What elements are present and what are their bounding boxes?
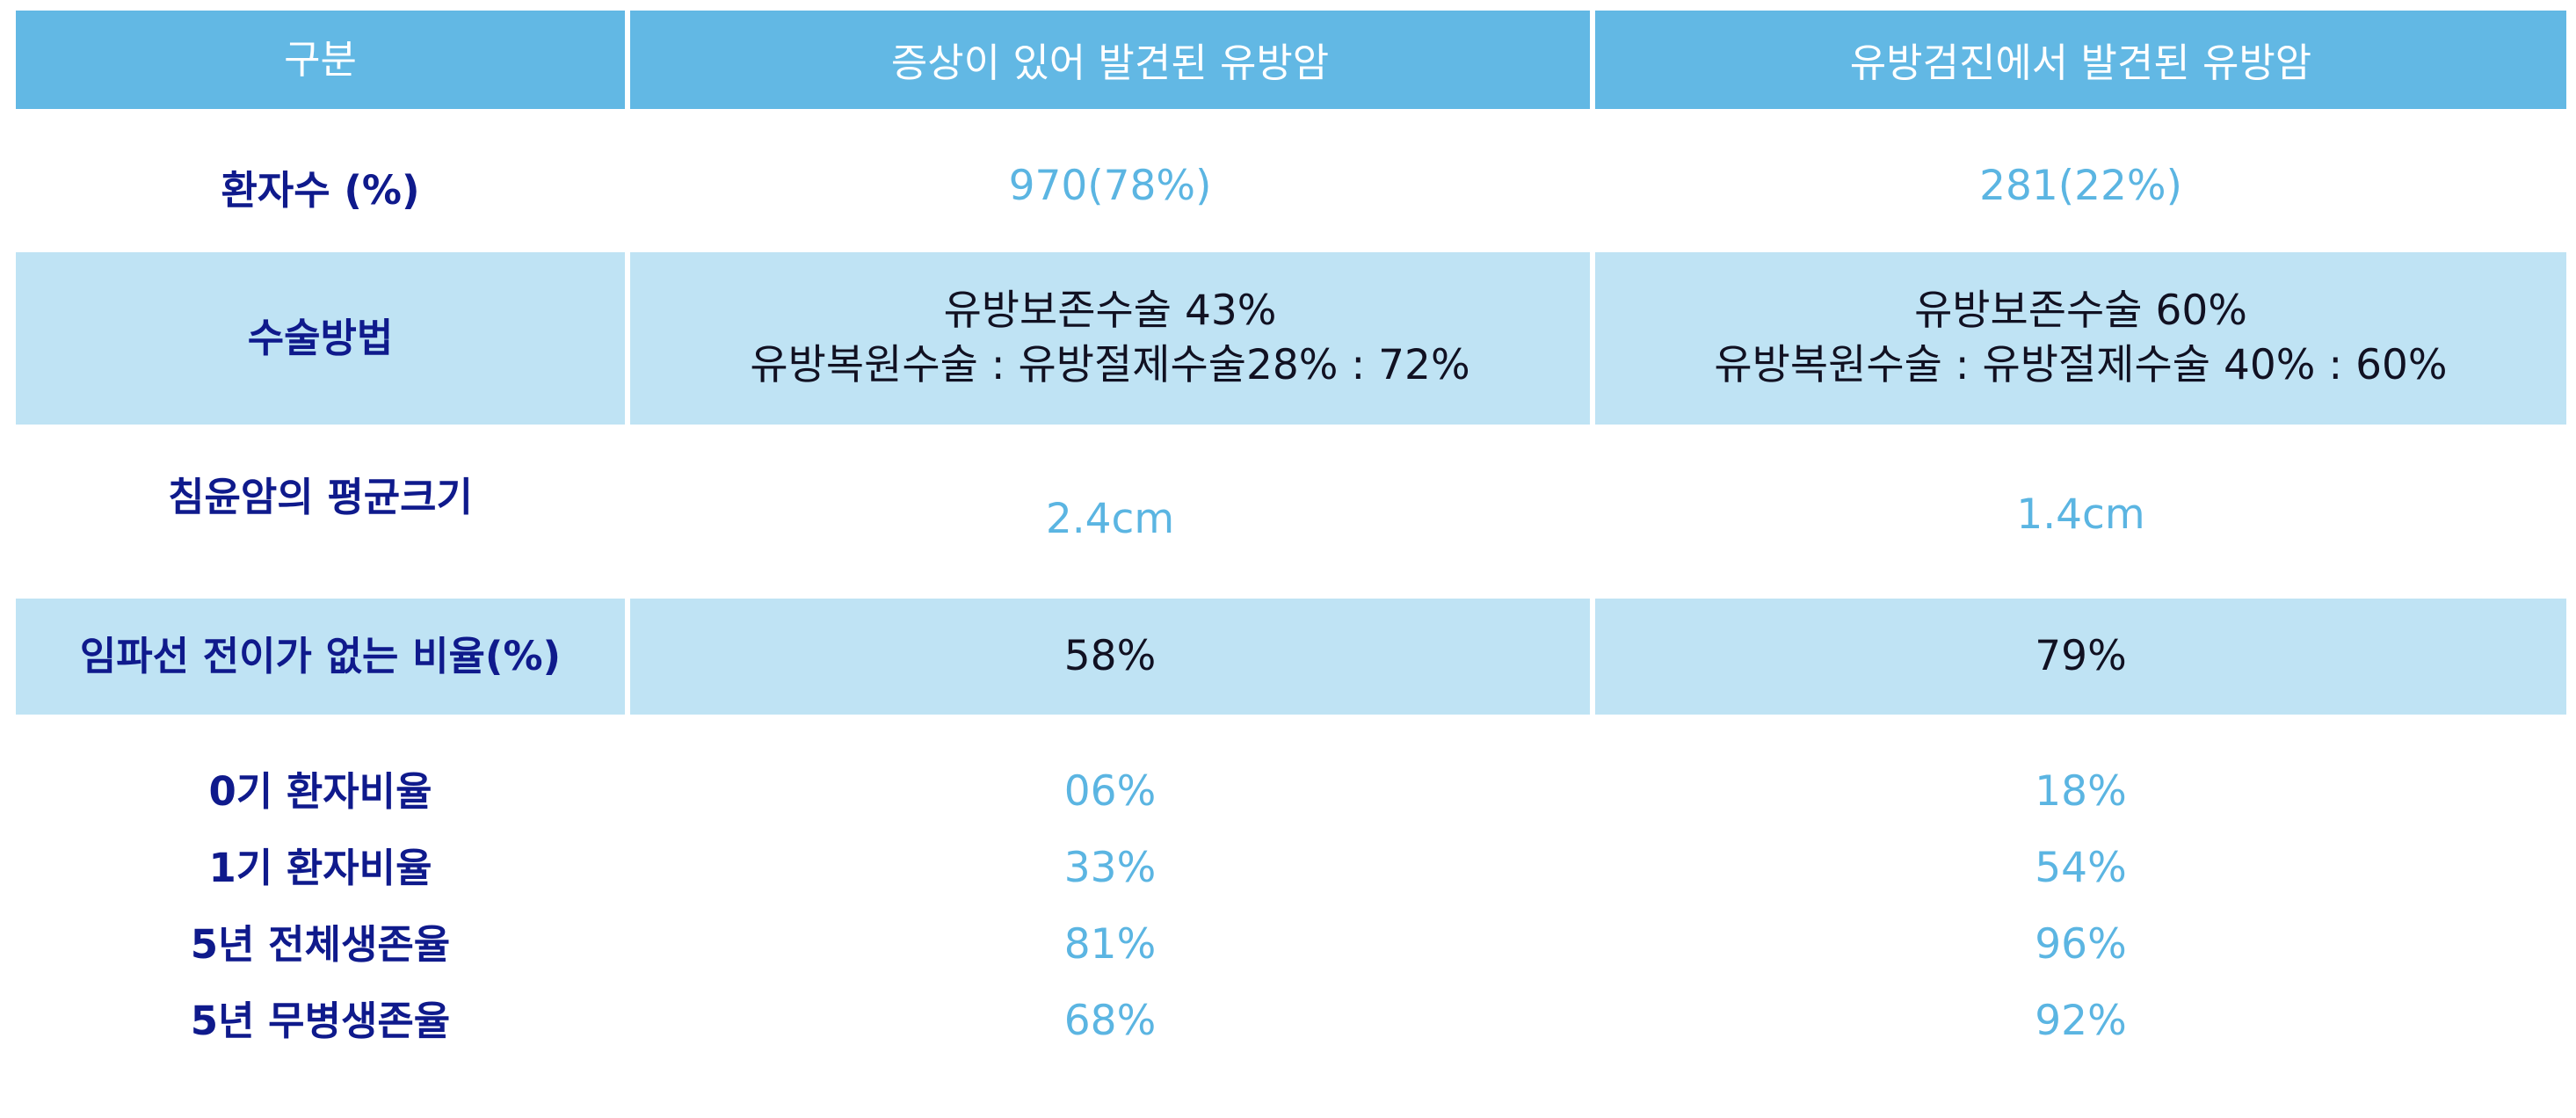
surgery-screening-cell: 유방보존수술 60% 유방복원수술 : 유방절제수술 40% : 60% bbox=[1595, 252, 2566, 425]
surgery-screening-line-2: 유방복원수술 : 유방절제수술 40% : 60% bbox=[1714, 341, 2448, 389]
header-cell-screening: 유방검진에서 발견된 유방암 bbox=[1595, 11, 2566, 109]
table-row-patients: 환자수 (%) 970(78%) 281(22%) bbox=[16, 109, 2566, 263]
tumor-size-symptomatic-cell: 2.4cm bbox=[630, 425, 1590, 597]
patients-symptomatic-value: 970(78%) bbox=[1008, 161, 1212, 210]
tumor-size-symptomatic-value: 2.4cm bbox=[1045, 495, 1175, 543]
overall-survival-screening: 96% bbox=[2035, 920, 2127, 969]
disease-free-survival-symptomatic: 68% bbox=[1063, 997, 1157, 1045]
header-cell-category: 구분 bbox=[16, 11, 625, 109]
stats-screening-cell: 18% 54% 96% 92% bbox=[1595, 753, 2566, 1059]
stage0-ratio-label: 0기 환자비율 bbox=[208, 768, 432, 815]
table-row-stats: 0기 환자비율 1기 환자비율 5년 전체생존율 5년 무병생존율 06% 33… bbox=[16, 753, 2566, 1059]
header-category-label: 구분 bbox=[284, 36, 357, 83]
surgery-screening-line-1: 유방보존수술 60% bbox=[1914, 287, 2247, 335]
overall-survival-symptomatic: 81% bbox=[1063, 920, 1157, 969]
patients-label-cell: 환자수 (%) bbox=[16, 109, 625, 263]
lymph-node-symptomatic-value: 58% bbox=[1063, 632, 1157, 680]
patients-screening-cell: 281(22%) bbox=[1595, 109, 2566, 263]
table-row-lymph-node: 임파선 전이가 없는 비율(%) 58% 79% bbox=[16, 599, 2566, 715]
stage1-ratio-symptomatic: 33% bbox=[1063, 844, 1157, 892]
surgery-symptomatic-line-1: 유방보존수술 43% bbox=[943, 287, 1277, 335]
table-row-tumor-size: 침윤암의 평균크기 2.4cm 1.4cm bbox=[16, 425, 2566, 597]
stage0-ratio-screening: 18% bbox=[2035, 767, 2127, 816]
stage1-ratio-label: 1기 환자비율 bbox=[208, 845, 432, 891]
stats-label-cell: 0기 환자비율 1기 환자비율 5년 전체생존율 5년 무병생존율 bbox=[16, 753, 625, 1059]
patients-label: 환자수 (%) bbox=[221, 166, 420, 214]
stage1-ratio-screening: 54% bbox=[2035, 844, 2127, 892]
table-row-surgery: 수술방법 유방보존수술 43% 유방복원수술 : 유방절제수술28% : 72%… bbox=[16, 252, 2566, 425]
patients-screening-value: 281(22%) bbox=[1979, 161, 2182, 210]
patients-symptomatic-cell: 970(78%) bbox=[630, 109, 1590, 263]
tumor-size-screening-value: 1.4cm bbox=[2016, 490, 2145, 539]
surgery-label-cell: 수술방법 bbox=[16, 252, 625, 425]
stats-symptomatic-cell: 06% 33% 81% 68% bbox=[630, 753, 1590, 1059]
lymph-node-label-cell: 임파선 전이가 없는 비율(%) bbox=[16, 599, 625, 715]
surgery-symptomatic-cell: 유방보존수술 43% 유방복원수술 : 유방절제수술28% : 72% bbox=[630, 252, 1590, 425]
lymph-node-label: 임파선 전이가 없는 비율(%) bbox=[79, 633, 562, 679]
surgery-label: 수술방법 bbox=[247, 315, 394, 361]
tumor-size-label-cell: 침윤암의 평균크기 bbox=[16, 425, 625, 597]
lymph-node-screening-cell: 79% bbox=[1595, 599, 2566, 715]
header-screening-label: 유방검진에서 발견된 유방암 bbox=[1849, 40, 2312, 86]
lymph-node-symptomatic-cell: 58% bbox=[630, 599, 1590, 715]
lymph-node-screening-value: 79% bbox=[2035, 632, 2127, 680]
tumor-size-screening-cell: 1.4cm bbox=[1595, 425, 2566, 597]
disease-free-survival-screening: 92% bbox=[2035, 997, 2127, 1045]
surgery-symptomatic-line-2: 유방복원수술 : 유방절제수술28% : 72% bbox=[750, 341, 1470, 389]
tumor-size-label: 침윤암의 평균크기 bbox=[168, 474, 473, 520]
header-symptomatic-label: 증상이 있어 발견된 유방암 bbox=[890, 40, 1330, 86]
header-cell-symptomatic: 증상이 있어 발견된 유방암 bbox=[630, 11, 1590, 109]
table-header-row: 구분 증상이 있어 발견된 유방암 유방검진에서 발견된 유방암 bbox=[16, 11, 2566, 109]
overall-survival-label: 5년 전체생존율 bbox=[190, 921, 451, 968]
disease-free-survival-label: 5년 무병생존율 bbox=[190, 998, 451, 1044]
stage0-ratio-symptomatic: 06% bbox=[1063, 767, 1157, 816]
